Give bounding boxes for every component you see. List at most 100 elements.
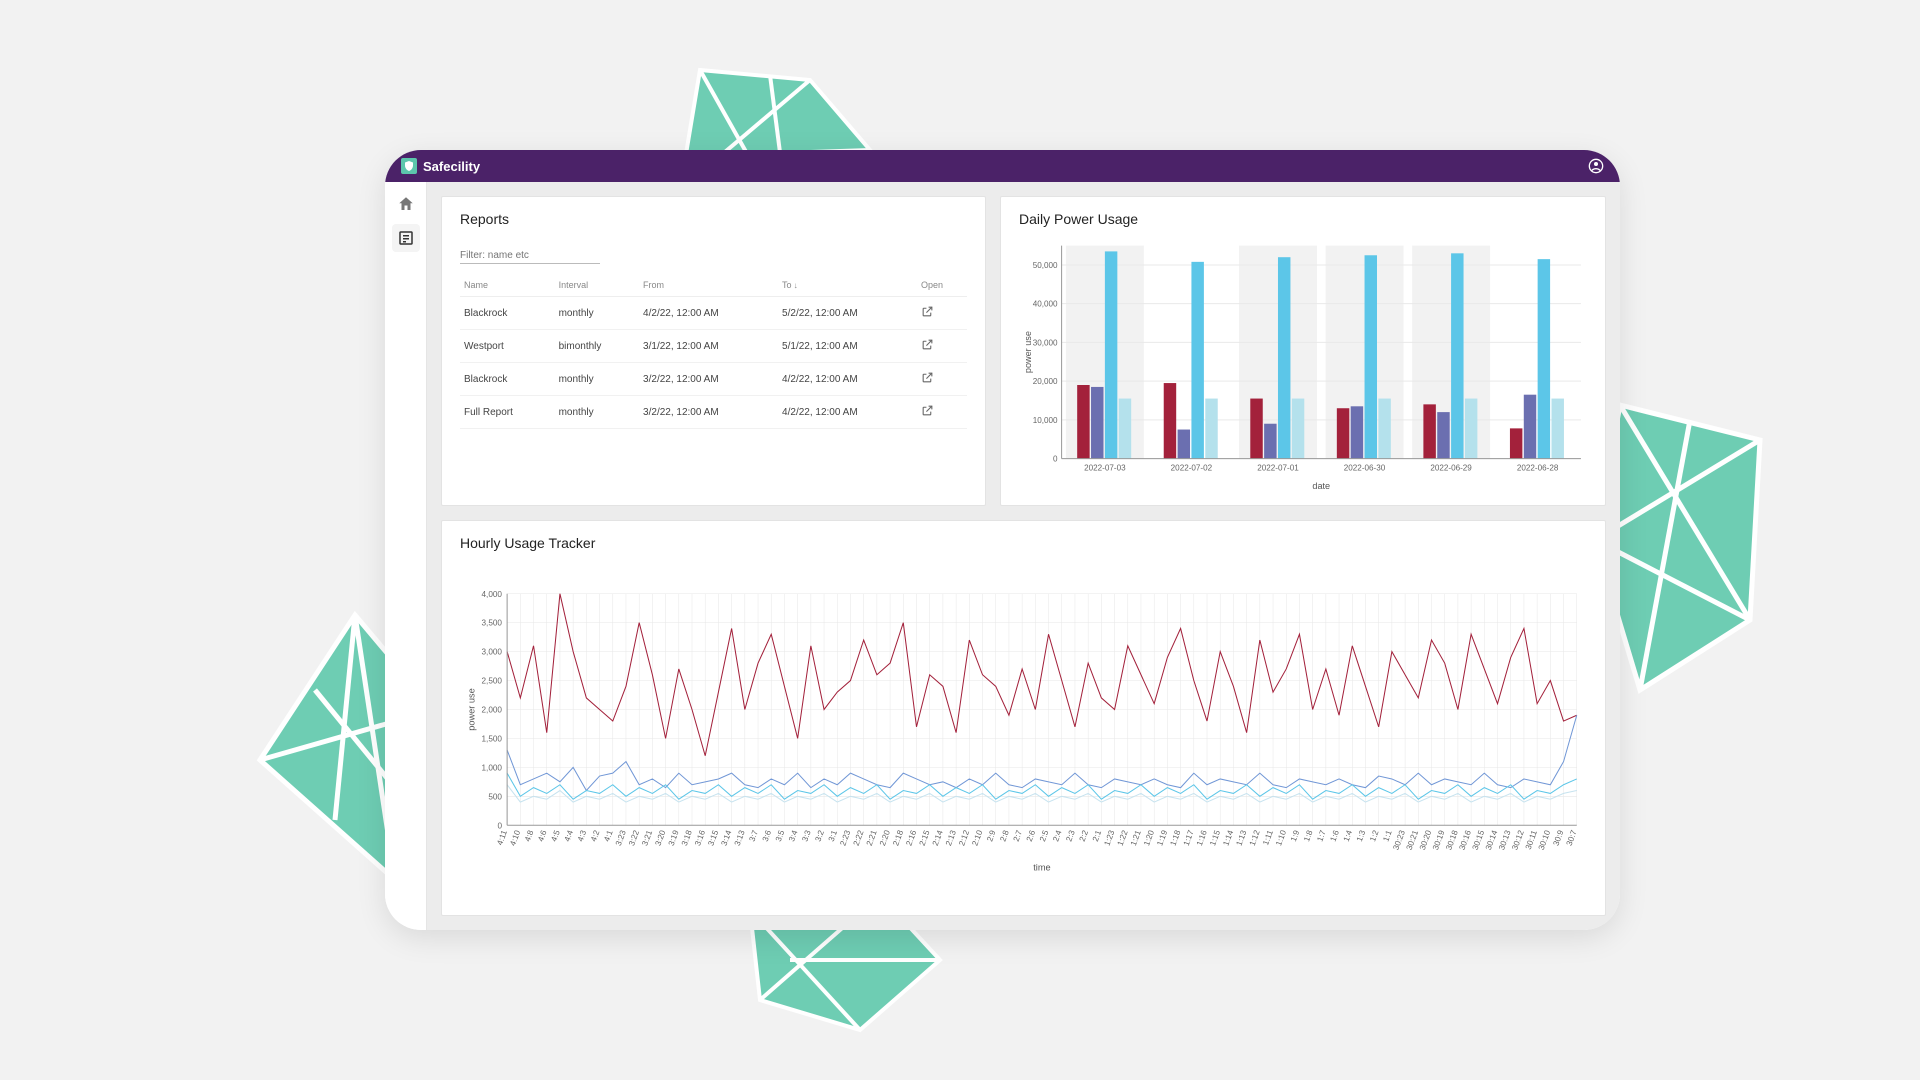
col-from[interactable]: From bbox=[639, 274, 778, 297]
svg-text:1:20: 1:20 bbox=[1142, 829, 1156, 847]
open-report-button[interactable] bbox=[917, 363, 967, 396]
nav-home[interactable] bbox=[392, 190, 420, 218]
hourly-tracker-title: Hourly Usage Tracker bbox=[460, 535, 1587, 551]
svg-text:1:16: 1:16 bbox=[1195, 829, 1209, 847]
svg-text:2:20: 2:20 bbox=[878, 829, 892, 847]
svg-text:10,000: 10,000 bbox=[1033, 416, 1058, 425]
svg-text:3,000: 3,000 bbox=[482, 648, 503, 657]
reports-title: Reports bbox=[460, 211, 967, 227]
svg-text:3:23: 3:23 bbox=[614, 829, 628, 847]
svg-text:4:10: 4:10 bbox=[508, 829, 522, 847]
svg-text:2:23: 2:23 bbox=[838, 829, 852, 847]
svg-text:30,000: 30,000 bbox=[1033, 338, 1058, 347]
svg-text:2:13: 2:13 bbox=[944, 829, 958, 847]
content-area: Reports Name Interval From To↓ Open bbox=[427, 182, 1620, 930]
svg-text:4:4: 4:4 bbox=[563, 829, 576, 843]
cell-from: 3/1/22, 12:00 AM bbox=[639, 330, 778, 363]
cell-name: Westport bbox=[460, 330, 555, 363]
svg-text:2022-06-28: 2022-06-28 bbox=[1517, 464, 1559, 473]
svg-text:date: date bbox=[1312, 481, 1330, 491]
svg-text:3:21: 3:21 bbox=[640, 829, 654, 847]
daily-usage-card: Daily Power Usage 0 10,000 20,000 30,000 40,… bbox=[1000, 196, 1606, 506]
table-row[interactable]: Westportbimonthly3/1/22, 12:00 AM5/1/22,… bbox=[460, 330, 967, 363]
nav-reports[interactable] bbox=[392, 224, 420, 252]
open-report-button[interactable] bbox=[917, 330, 967, 363]
svg-text:40,000: 40,000 bbox=[1033, 300, 1058, 309]
daily-usage-chart: 0 10,000 20,000 30,000 40,000 50,000 2022-07-0… bbox=[1019, 237, 1587, 496]
open-report-button[interactable] bbox=[917, 396, 967, 429]
hourly-tracker-chart: 05001,0001,5002,0002,5003,0003,5004,0004… bbox=[460, 561, 1587, 901]
svg-text:1:18: 1:18 bbox=[1169, 829, 1183, 847]
svg-text:1:1: 1:1 bbox=[1381, 829, 1394, 843]
svg-text:3:19: 3:19 bbox=[667, 829, 681, 847]
svg-text:0: 0 bbox=[1053, 455, 1058, 464]
svg-text:2:4: 2:4 bbox=[1051, 829, 1064, 843]
svg-text:3:13: 3:13 bbox=[733, 829, 747, 847]
col-name[interactable]: Name bbox=[460, 274, 555, 297]
cell-to: 4/2/22, 12:00 AM bbox=[778, 396, 917, 429]
cell-name: Blackrock bbox=[460, 297, 555, 330]
cell-interval: monthly bbox=[555, 396, 639, 429]
col-interval[interactable]: Interval bbox=[555, 274, 639, 297]
svg-text:2:7: 2:7 bbox=[1012, 829, 1025, 843]
hourly-tracker-card: Hourly Usage Tracker 05001,0001,5002,000… bbox=[441, 520, 1606, 916]
svg-text:2022-07-02: 2022-07-02 bbox=[1171, 464, 1213, 473]
svg-text:2,500: 2,500 bbox=[482, 677, 503, 686]
cell-from: 4/2/22, 12:00 AM bbox=[639, 297, 778, 330]
svg-text:30:7: 30:7 bbox=[1565, 829, 1579, 847]
svg-text:1:12: 1:12 bbox=[1248, 829, 1262, 847]
svg-text:power use: power use bbox=[466, 688, 476, 731]
cell-from: 3/2/22, 12:00 AM bbox=[639, 396, 778, 429]
svg-text:1:19: 1:19 bbox=[1155, 829, 1169, 847]
svg-text:2022-07-01: 2022-07-01 bbox=[1257, 464, 1299, 473]
brand-name: Safecility bbox=[423, 159, 480, 174]
account-icon[interactable] bbox=[1588, 158, 1604, 174]
svg-text:4,000: 4,000 bbox=[482, 590, 503, 599]
svg-text:1:23: 1:23 bbox=[1103, 829, 1117, 847]
svg-text:20,000: 20,000 bbox=[1033, 377, 1058, 386]
cell-to: 5/1/22, 12:00 AM bbox=[778, 330, 917, 363]
svg-text:50,000: 50,000 bbox=[1033, 261, 1058, 270]
col-open: Open bbox=[917, 274, 967, 297]
svg-text:2:2: 2:2 bbox=[1078, 829, 1091, 843]
svg-text:2:18: 2:18 bbox=[891, 829, 905, 847]
svg-text:2:1: 2:1 bbox=[1091, 829, 1104, 843]
svg-text:1:2: 1:2 bbox=[1368, 829, 1381, 843]
svg-text:power use: power use bbox=[1023, 331, 1033, 373]
svg-text:1:3: 1:3 bbox=[1355, 829, 1368, 843]
brand[interactable]: Safecility bbox=[401, 158, 480, 174]
svg-text:1:17: 1:17 bbox=[1182, 829, 1196, 847]
svg-text:30:9: 30:9 bbox=[1552, 829, 1566, 847]
table-row[interactable]: Full Reportmonthly3/2/22, 12:00 AM4/2/22… bbox=[460, 396, 967, 429]
svg-text:3:22: 3:22 bbox=[627, 829, 641, 847]
svg-text:1:13: 1:13 bbox=[1235, 829, 1249, 847]
svg-text:4:1: 4:1 bbox=[602, 829, 615, 843]
svg-text:2022-07-03: 2022-07-03 bbox=[1084, 464, 1126, 473]
svg-text:2,000: 2,000 bbox=[482, 706, 503, 715]
svg-text:3:3: 3:3 bbox=[800, 829, 813, 843]
svg-text:3:6: 3:6 bbox=[761, 829, 774, 843]
col-to[interactable]: To↓ bbox=[778, 274, 917, 297]
svg-text:3:20: 3:20 bbox=[654, 829, 668, 847]
topbar: Safecility bbox=[385, 150, 1620, 182]
svg-text:4:5: 4:5 bbox=[549, 829, 562, 843]
svg-text:1:14: 1:14 bbox=[1221, 829, 1235, 847]
cell-interval: monthly bbox=[555, 363, 639, 396]
sidebar bbox=[385, 182, 427, 930]
svg-text:4:3: 4:3 bbox=[576, 829, 589, 843]
svg-text:4:8: 4:8 bbox=[523, 829, 536, 843]
reports-filter-input[interactable] bbox=[460, 248, 600, 264]
svg-text:1:21: 1:21 bbox=[1129, 829, 1143, 847]
table-row[interactable]: Blackrockmonthly3/2/22, 12:00 AM4/2/22, … bbox=[460, 363, 967, 396]
svg-text:3:4: 3:4 bbox=[787, 829, 800, 843]
svg-text:2:5: 2:5 bbox=[1038, 829, 1051, 843]
reports-table: Name Interval From To↓ Open Blackrockmon… bbox=[460, 274, 967, 429]
svg-text:1:4: 1:4 bbox=[1342, 829, 1355, 843]
svg-text:2:22: 2:22 bbox=[852, 829, 866, 847]
reports-card: Reports Name Interval From To↓ Open bbox=[441, 196, 986, 506]
daily-usage-title: Daily Power Usage bbox=[1019, 211, 1587, 227]
open-report-button[interactable] bbox=[917, 297, 967, 330]
table-row[interactable]: Blackrockmonthly4/2/22, 12:00 AM5/2/22, … bbox=[460, 297, 967, 330]
svg-text:2:10: 2:10 bbox=[970, 829, 984, 847]
cell-to: 5/2/22, 12:00 AM bbox=[778, 297, 917, 330]
